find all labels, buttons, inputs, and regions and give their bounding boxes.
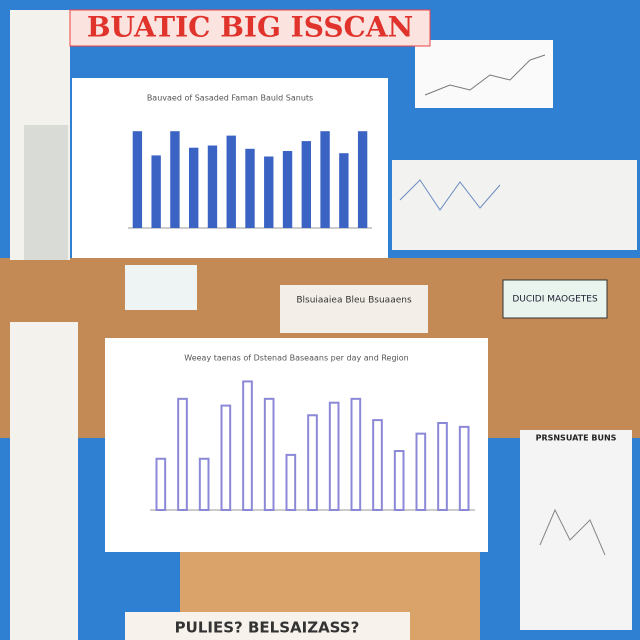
label: Blsuiaaiea Bleu Bsuaaens: [296, 296, 412, 306]
bar: [242, 380, 253, 511]
bar: [220, 404, 232, 512]
title: BUATIC BIG ISSCAN: [87, 11, 413, 44]
bar: [458, 425, 470, 511]
chart-title: Bauvaed of Sasaded Faman Bauld Sanuts: [147, 94, 313, 103]
bar: [372, 419, 383, 512]
mini-line: [539, 508, 606, 556]
label: DUCIDI MAOGETES: [512, 295, 598, 305]
left-strip: [10, 322, 78, 640]
bar: [307, 414, 318, 511]
mini-chart: [392, 160, 637, 250]
right-panel: [520, 430, 632, 630]
bar: [151, 155, 161, 228]
bar: [339, 153, 349, 228]
photo: [24, 125, 68, 260]
label-box: [280, 285, 428, 333]
mini-line: [399, 179, 501, 211]
label-box: [502, 279, 608, 319]
mini-chart: [415, 40, 553, 108]
bar: [170, 131, 180, 228]
title-box: [69, 9, 431, 47]
bar: [350, 397, 362, 512]
bar: [437, 422, 448, 511]
mini-line: [424, 54, 546, 96]
banner-text: PULIES? BELSAIZASS?: [175, 619, 360, 637]
bar: [393, 450, 405, 511]
chart-title: Weeay taenas of Dstenad Baseaans per day…: [184, 354, 408, 363]
bar: [226, 135, 236, 228]
bar: [198, 457, 210, 511]
bar: [207, 145, 218, 228]
bar: [263, 397, 275, 512]
label: PRSNSUATE BUNS: [536, 434, 617, 443]
bar: [132, 131, 143, 228]
bar: [155, 457, 167, 511]
bar: [320, 131, 330, 228]
bar: [177, 397, 188, 512]
chart-panel: [105, 338, 488, 552]
icon-box: [125, 265, 197, 310]
bar: [189, 147, 199, 228]
bar: [415, 432, 427, 511]
bar: [357, 131, 368, 228]
bar: [301, 141, 311, 228]
bar: [328, 401, 340, 512]
bar: [245, 148, 255, 228]
bar: [285, 453, 297, 511]
banner: [125, 612, 410, 640]
bar: [282, 151, 293, 228]
bar: [264, 156, 274, 228]
